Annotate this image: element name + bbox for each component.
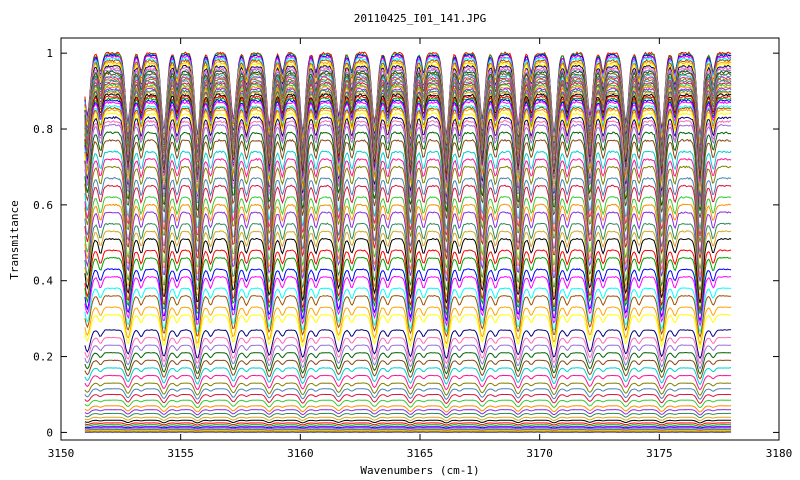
y-tick-label: 0.8	[33, 123, 53, 136]
x-axis-label: Wavenumbers (cm-1)	[360, 464, 479, 477]
series-line	[84, 409, 732, 416]
series-line	[84, 429, 732, 431]
series-line	[84, 313, 732, 351]
series-line	[84, 184, 732, 260]
series-line	[84, 388, 732, 400]
y-tick-label: 0.6	[33, 199, 53, 212]
x-tick-label: 3160	[287, 447, 314, 460]
series-line	[84, 329, 732, 360]
y-axis-label: Transmitance	[8, 200, 21, 279]
x-tick-label: 3165	[407, 447, 434, 460]
series-line	[84, 294, 732, 339]
x-tick-label: 3155	[167, 447, 194, 460]
series-line	[84, 351, 732, 375]
series-line	[84, 150, 732, 230]
x-tick-label: 3180	[766, 447, 793, 460]
series-line	[84, 382, 732, 396]
series-line	[84, 393, 732, 405]
series-line	[84, 165, 732, 243]
series-line	[84, 287, 732, 334]
series-line	[84, 336, 732, 365]
series-line	[84, 367, 732, 386]
series-line	[84, 222, 732, 291]
x-axis: 3150 3155 3160 3165 3170 3175 3180	[48, 38, 793, 460]
series-line	[84, 237, 732, 304]
series-line	[84, 399, 732, 409]
series-line	[84, 157, 732, 236]
series-line	[84, 416, 732, 422]
series-line	[84, 306, 732, 346]
x-tick-label: 3175	[646, 447, 673, 460]
series-line	[84, 419, 732, 424]
series-layer	[84, 51, 732, 433]
series-line	[84, 427, 732, 430]
series-line	[84, 138, 732, 219]
y-axis: 0 0.2 0.4 0.6 0.8 1	[33, 47, 779, 439]
y-tick-label: 0	[46, 426, 53, 439]
x-tick-label: 3150	[48, 447, 75, 460]
series-line	[84, 211, 732, 282]
series-line	[84, 424, 732, 428]
series-line	[84, 344, 732, 370]
series-line	[84, 230, 732, 298]
series-line	[84, 275, 732, 328]
series-line	[84, 374, 732, 391]
series-line	[84, 268, 732, 323]
series-line	[84, 428, 732, 431]
series-line	[84, 426, 732, 429]
series-line	[84, 359, 732, 380]
series-line	[84, 412, 732, 419]
y-tick-label: 1	[46, 47, 53, 60]
series-line	[84, 422, 732, 426]
series-line	[84, 123, 732, 206]
x-tick-label: 3170	[526, 447, 553, 460]
series-line	[84, 405, 732, 413]
y-tick-label: 0.4	[33, 275, 53, 288]
series-line	[84, 429, 732, 432]
series-line	[84, 256, 732, 317]
chart-title: 20110425_I01_141.JPG	[354, 12, 486, 25]
y-tick-label: 0.2	[33, 351, 53, 364]
